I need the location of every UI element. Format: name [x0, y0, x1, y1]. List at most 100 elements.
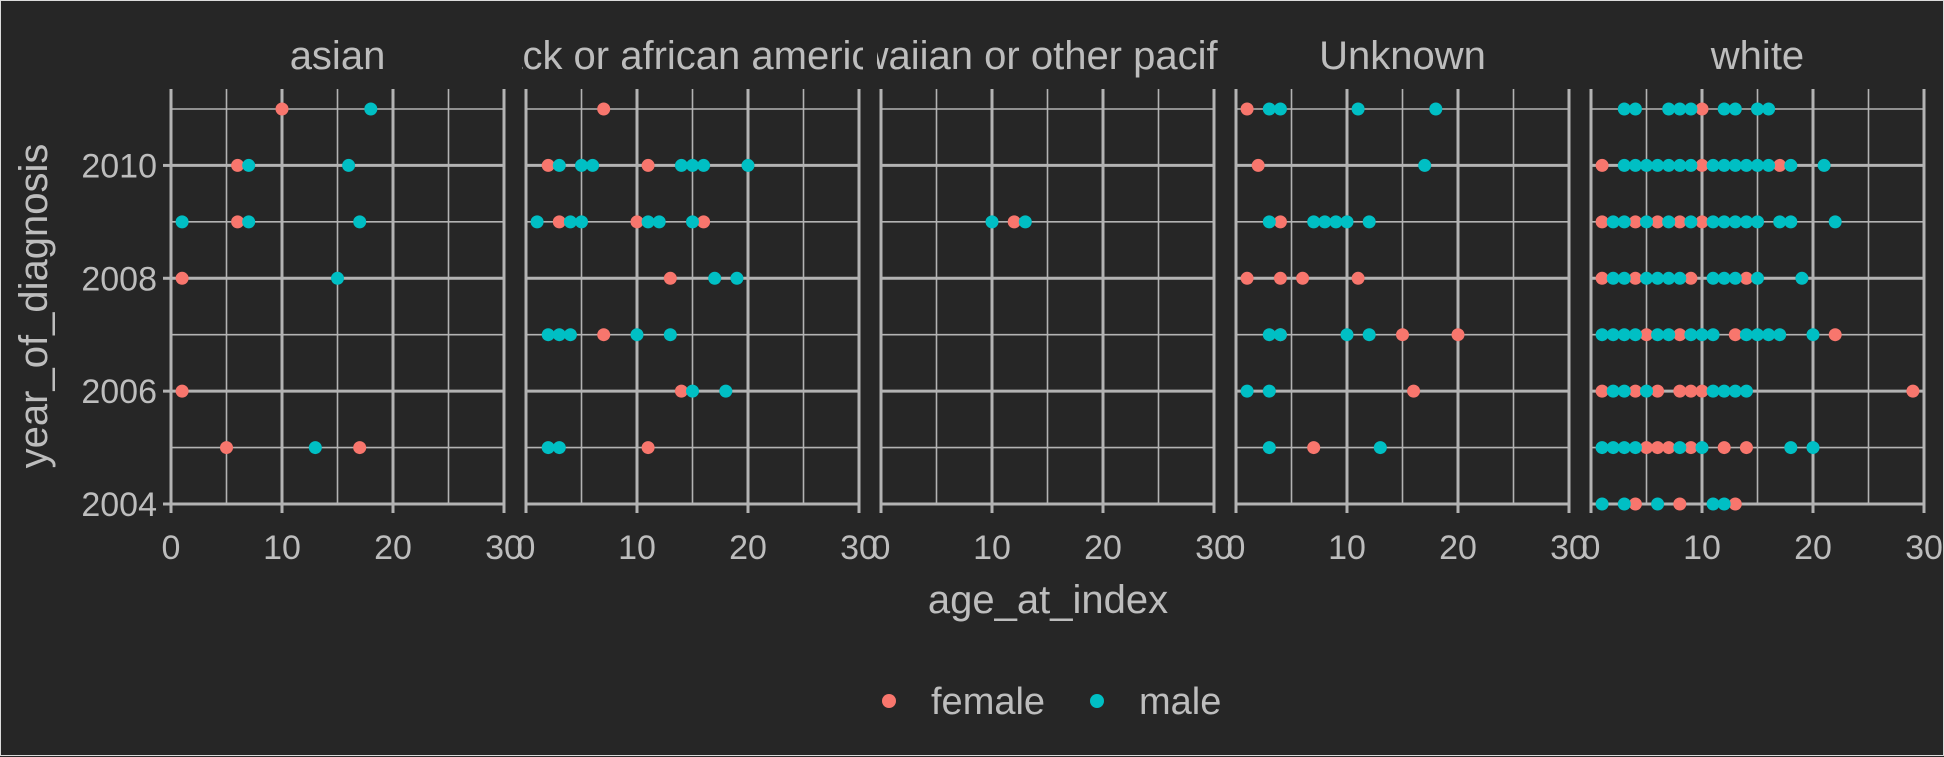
data-point-male [1717, 271, 1731, 285]
data-point-female [1007, 215, 1021, 229]
data-point-male [342, 158, 356, 172]
data-point-female [1595, 271, 1609, 285]
data-point-female [175, 271, 189, 285]
data-point-female [1651, 384, 1665, 398]
data-point-male [1606, 384, 1620, 398]
data-point-female [1673, 497, 1687, 511]
data-point-male [1617, 384, 1631, 398]
data-point-female [1717, 441, 1731, 455]
data-point-male [1739, 215, 1753, 229]
data-point-male [1673, 271, 1687, 285]
y-tick-label: 2004 [81, 486, 157, 524]
data-point-male [1717, 158, 1731, 172]
x-tick-label: 30 [1550, 529, 1588, 567]
y-tick-label: 2006 [81, 373, 157, 411]
data-point-male [1695, 328, 1709, 342]
y-tick-label: 2010 [81, 147, 157, 185]
x-tick-label: 20 [1084, 529, 1122, 567]
data-point-male [1684, 158, 1698, 172]
data-point-female [1273, 271, 1287, 285]
data-point-female [1396, 328, 1409, 342]
data-point-male [1373, 441, 1387, 455]
data-point-male [1739, 328, 1753, 342]
data-point-male [575, 215, 588, 229]
data-point-female [597, 328, 611, 342]
data-point-male [741, 158, 755, 172]
data-point-male [586, 158, 600, 172]
data-point-male [1262, 102, 1276, 116]
data-point-male [552, 328, 566, 342]
data-point-male [1773, 215, 1787, 229]
data-point-male [1751, 158, 1764, 172]
data-point-female [1351, 271, 1365, 285]
data-point-female [1273, 215, 1287, 229]
data-point-male [1606, 271, 1620, 285]
data-point-female [1728, 497, 1742, 511]
data-point-male [552, 441, 566, 455]
data-point-male [1318, 215, 1332, 229]
data-point-male [1795, 271, 1809, 285]
data-point-male [353, 215, 367, 229]
data-point-male [1273, 328, 1287, 342]
data-point-male [686, 158, 699, 172]
x-tick-label: 30 [485, 529, 523, 567]
data-point-male [1662, 102, 1676, 116]
x-tick-label: 20 [729, 529, 767, 567]
data-point-male [1651, 497, 1665, 511]
facet-panels: asian 0 10 20 30 black or african american 0 10… [81, 34, 1943, 567]
data-point-male [630, 328, 644, 342]
data-point-female [663, 271, 677, 285]
data-point-female [1628, 215, 1642, 229]
data-point-female [1906, 384, 1920, 398]
x-axis-title: age_at_index [928, 578, 1168, 622]
data-point-male [674, 158, 688, 172]
data-point-male [641, 215, 655, 229]
data-point-female [1684, 441, 1698, 455]
data-point-male [1728, 102, 1742, 116]
data-point-male [1784, 215, 1798, 229]
data-point-male [1728, 384, 1742, 398]
data-point-female [231, 158, 245, 172]
data-point-male [1628, 158, 1642, 172]
data-point-male [1617, 102, 1631, 116]
data-point-male [1429, 102, 1443, 116]
data-point-male [663, 328, 677, 342]
data-point-male [1617, 497, 1631, 511]
data-point-female [1684, 271, 1698, 285]
data-point-male [652, 215, 666, 229]
data-point-male [1617, 158, 1631, 172]
data-point-male [1662, 328, 1676, 342]
data-point-male [1662, 158, 1676, 172]
x-tick-label: 30 [1195, 529, 1233, 567]
data-point-male [563, 328, 577, 342]
data-point-male [1817, 158, 1831, 172]
data-point-male [719, 384, 733, 398]
data-point-male [1751, 328, 1764, 342]
data-point-male [1617, 271, 1631, 285]
data-point-female [1296, 271, 1310, 285]
data-point-male [1362, 215, 1376, 229]
legend-key [1090, 694, 1104, 708]
data-point-male [364, 102, 378, 116]
legend-label: female [931, 681, 1045, 723]
data-point-female [1673, 215, 1687, 229]
data-point-male [1329, 215, 1343, 229]
data-point-male [541, 441, 555, 455]
data-point-male [1717, 215, 1731, 229]
data-point-female [1451, 328, 1465, 342]
data-point-male [1673, 158, 1687, 172]
data-point-male [1751, 215, 1764, 229]
facet-strip-title: Unknown [1319, 34, 1486, 78]
data-point-female [220, 441, 233, 455]
data-point-male [1273, 102, 1287, 116]
data-point-male [708, 271, 722, 285]
data-point-female [552, 215, 566, 229]
y-axis-title: year_of_diagnosis [12, 144, 56, 469]
data-point-male [1784, 441, 1798, 455]
data-point-male [1739, 158, 1753, 172]
data-point-male [308, 441, 322, 455]
data-point-male [1606, 215, 1620, 229]
x-tick-label: 30 [840, 529, 878, 567]
data-point-male [1773, 328, 1787, 342]
data-point-male [175, 215, 189, 229]
